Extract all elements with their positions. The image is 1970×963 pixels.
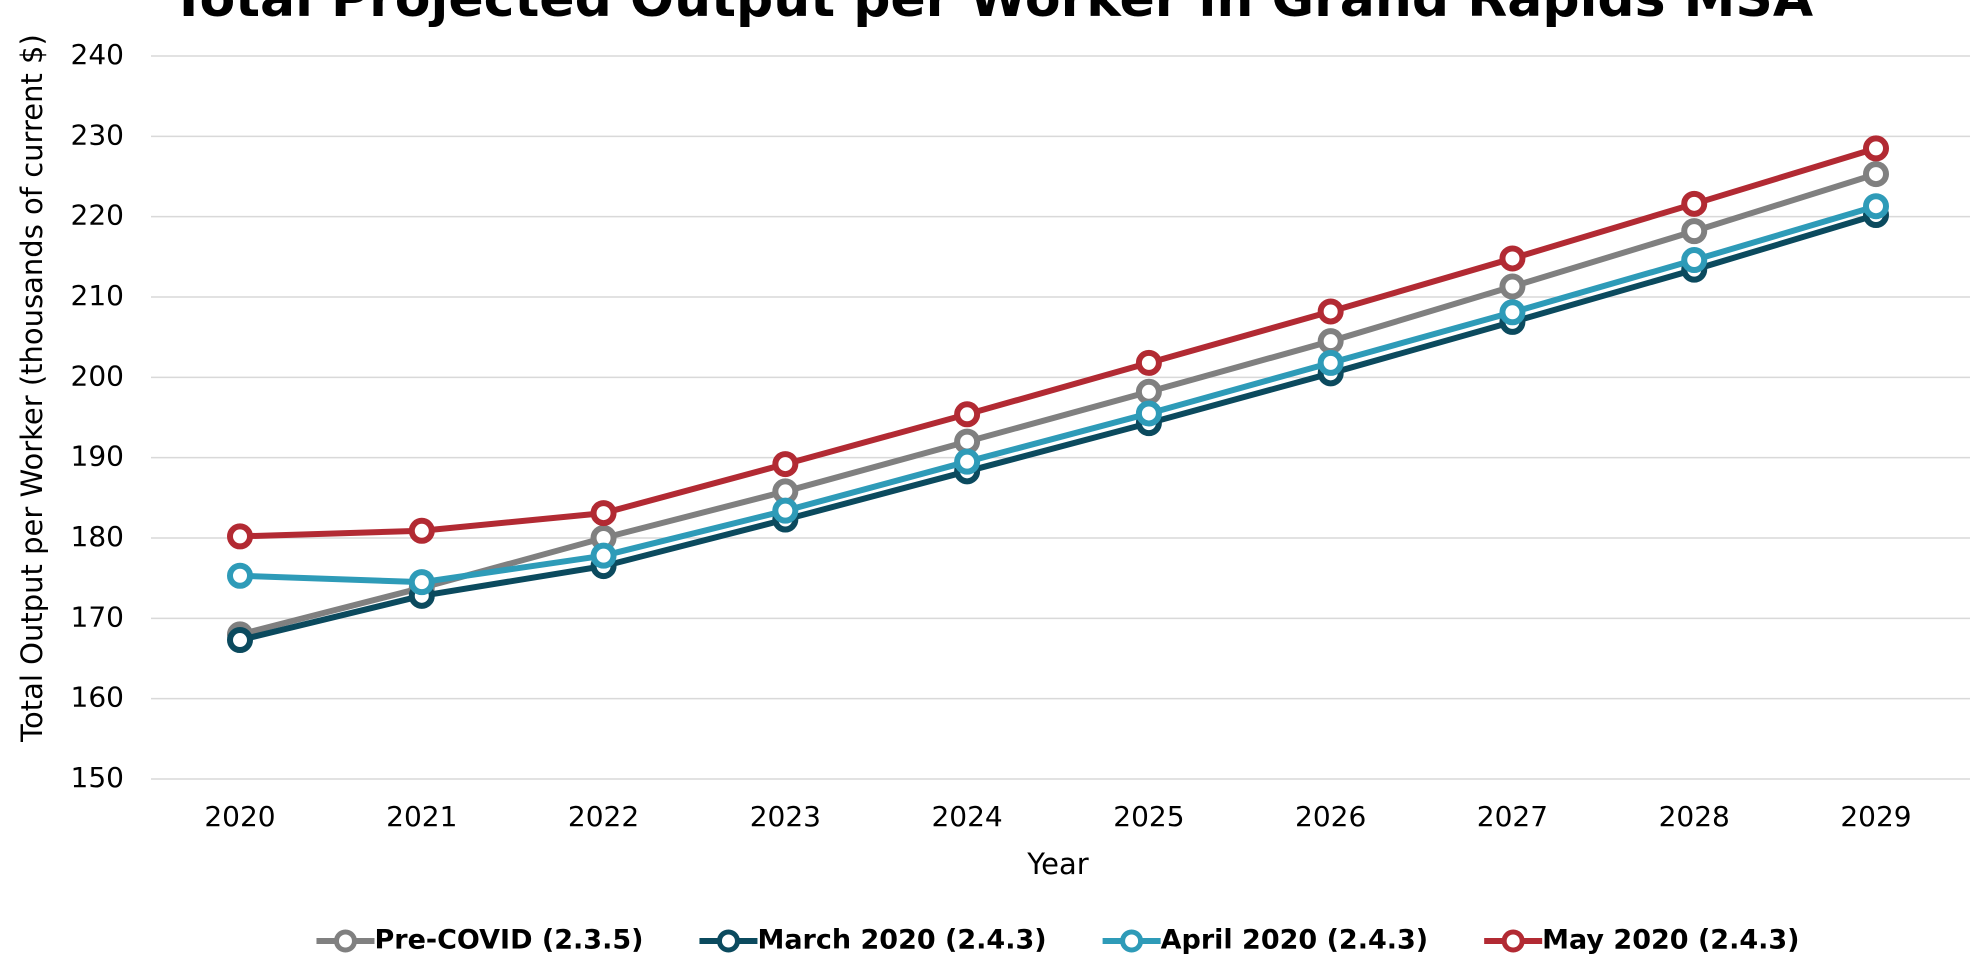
y-tick-label: 190 <box>71 440 124 473</box>
point <box>408 517 435 544</box>
y-tick-label: 210 <box>71 279 124 312</box>
chart-title: Total Projected Output per Worker in Gra… <box>171 0 1813 29</box>
point <box>227 562 253 589</box>
point <box>1863 135 1889 162</box>
x-axis-label: Year <box>1026 847 1088 881</box>
point <box>227 523 253 550</box>
x-tick-label: 2021 <box>386 800 457 833</box>
point <box>1317 298 1344 325</box>
point <box>1317 328 1344 355</box>
y-tick-label: 160 <box>71 681 124 714</box>
legend: Pre-COVID (2.3.5) March 2020 (2.4.3) April… <box>316 925 1800 956</box>
point <box>954 448 981 475</box>
legend-label: March 2020 (2.4.3) <box>757 925 1046 956</box>
x-tick-label: 2023 <box>750 800 821 833</box>
point <box>772 451 799 478</box>
point <box>1863 161 1889 188</box>
y-tick-label: 150 <box>71 761 124 794</box>
point <box>1681 218 1708 245</box>
x-tick-label: 2028 <box>1659 800 1730 833</box>
y-tick-label: 230 <box>71 118 124 151</box>
point <box>1135 378 1162 405</box>
series-line <box>239 171 1877 638</box>
point <box>772 497 799 524</box>
point <box>1317 349 1344 376</box>
point <box>590 500 617 527</box>
x-tick-label: 2027 <box>1477 800 1548 833</box>
x-tick-label: 2026 <box>1295 800 1366 833</box>
series-line <box>239 212 1877 643</box>
point <box>1499 245 1526 272</box>
y-tick-label: 170 <box>71 600 124 633</box>
series-line <box>239 145 1877 540</box>
point <box>1135 400 1162 427</box>
y-tick-label: 180 <box>71 520 124 553</box>
y-tick-label: 200 <box>71 359 124 392</box>
point <box>1499 299 1526 326</box>
legend-label: Pre-COVID (2.3.5) <box>374 925 643 956</box>
legend-marker <box>333 929 357 953</box>
x-tick-label: 2020 <box>204 800 275 833</box>
x-tick-label: 2022 <box>568 800 639 833</box>
point <box>1863 193 1889 220</box>
legend-label: April 2020 (2.4.3) <box>1161 925 1429 956</box>
legend-label: May 2020 (2.4.3) <box>1542 925 1799 956</box>
y-tick-label: 220 <box>71 199 124 232</box>
point <box>1681 190 1708 217</box>
x-tick-label: 2029 <box>1840 800 1911 833</box>
legend-marker <box>1120 929 1144 953</box>
point <box>1135 349 1162 376</box>
series-line <box>239 203 1877 586</box>
y-axis-label: Total Output per Worker (thousands of cu… <box>15 34 49 743</box>
y-tick-label: 240 <box>71 38 124 71</box>
point <box>954 401 981 428</box>
x-tick-label: 2025 <box>1113 800 1184 833</box>
point <box>227 627 253 654</box>
x-tick-label: 2024 <box>931 800 1002 833</box>
point <box>590 542 617 569</box>
point <box>1681 247 1708 274</box>
point <box>408 569 435 596</box>
point <box>954 428 981 455</box>
legend-marker <box>1501 929 1525 953</box>
point <box>1499 273 1526 300</box>
legend-marker <box>716 929 740 953</box>
